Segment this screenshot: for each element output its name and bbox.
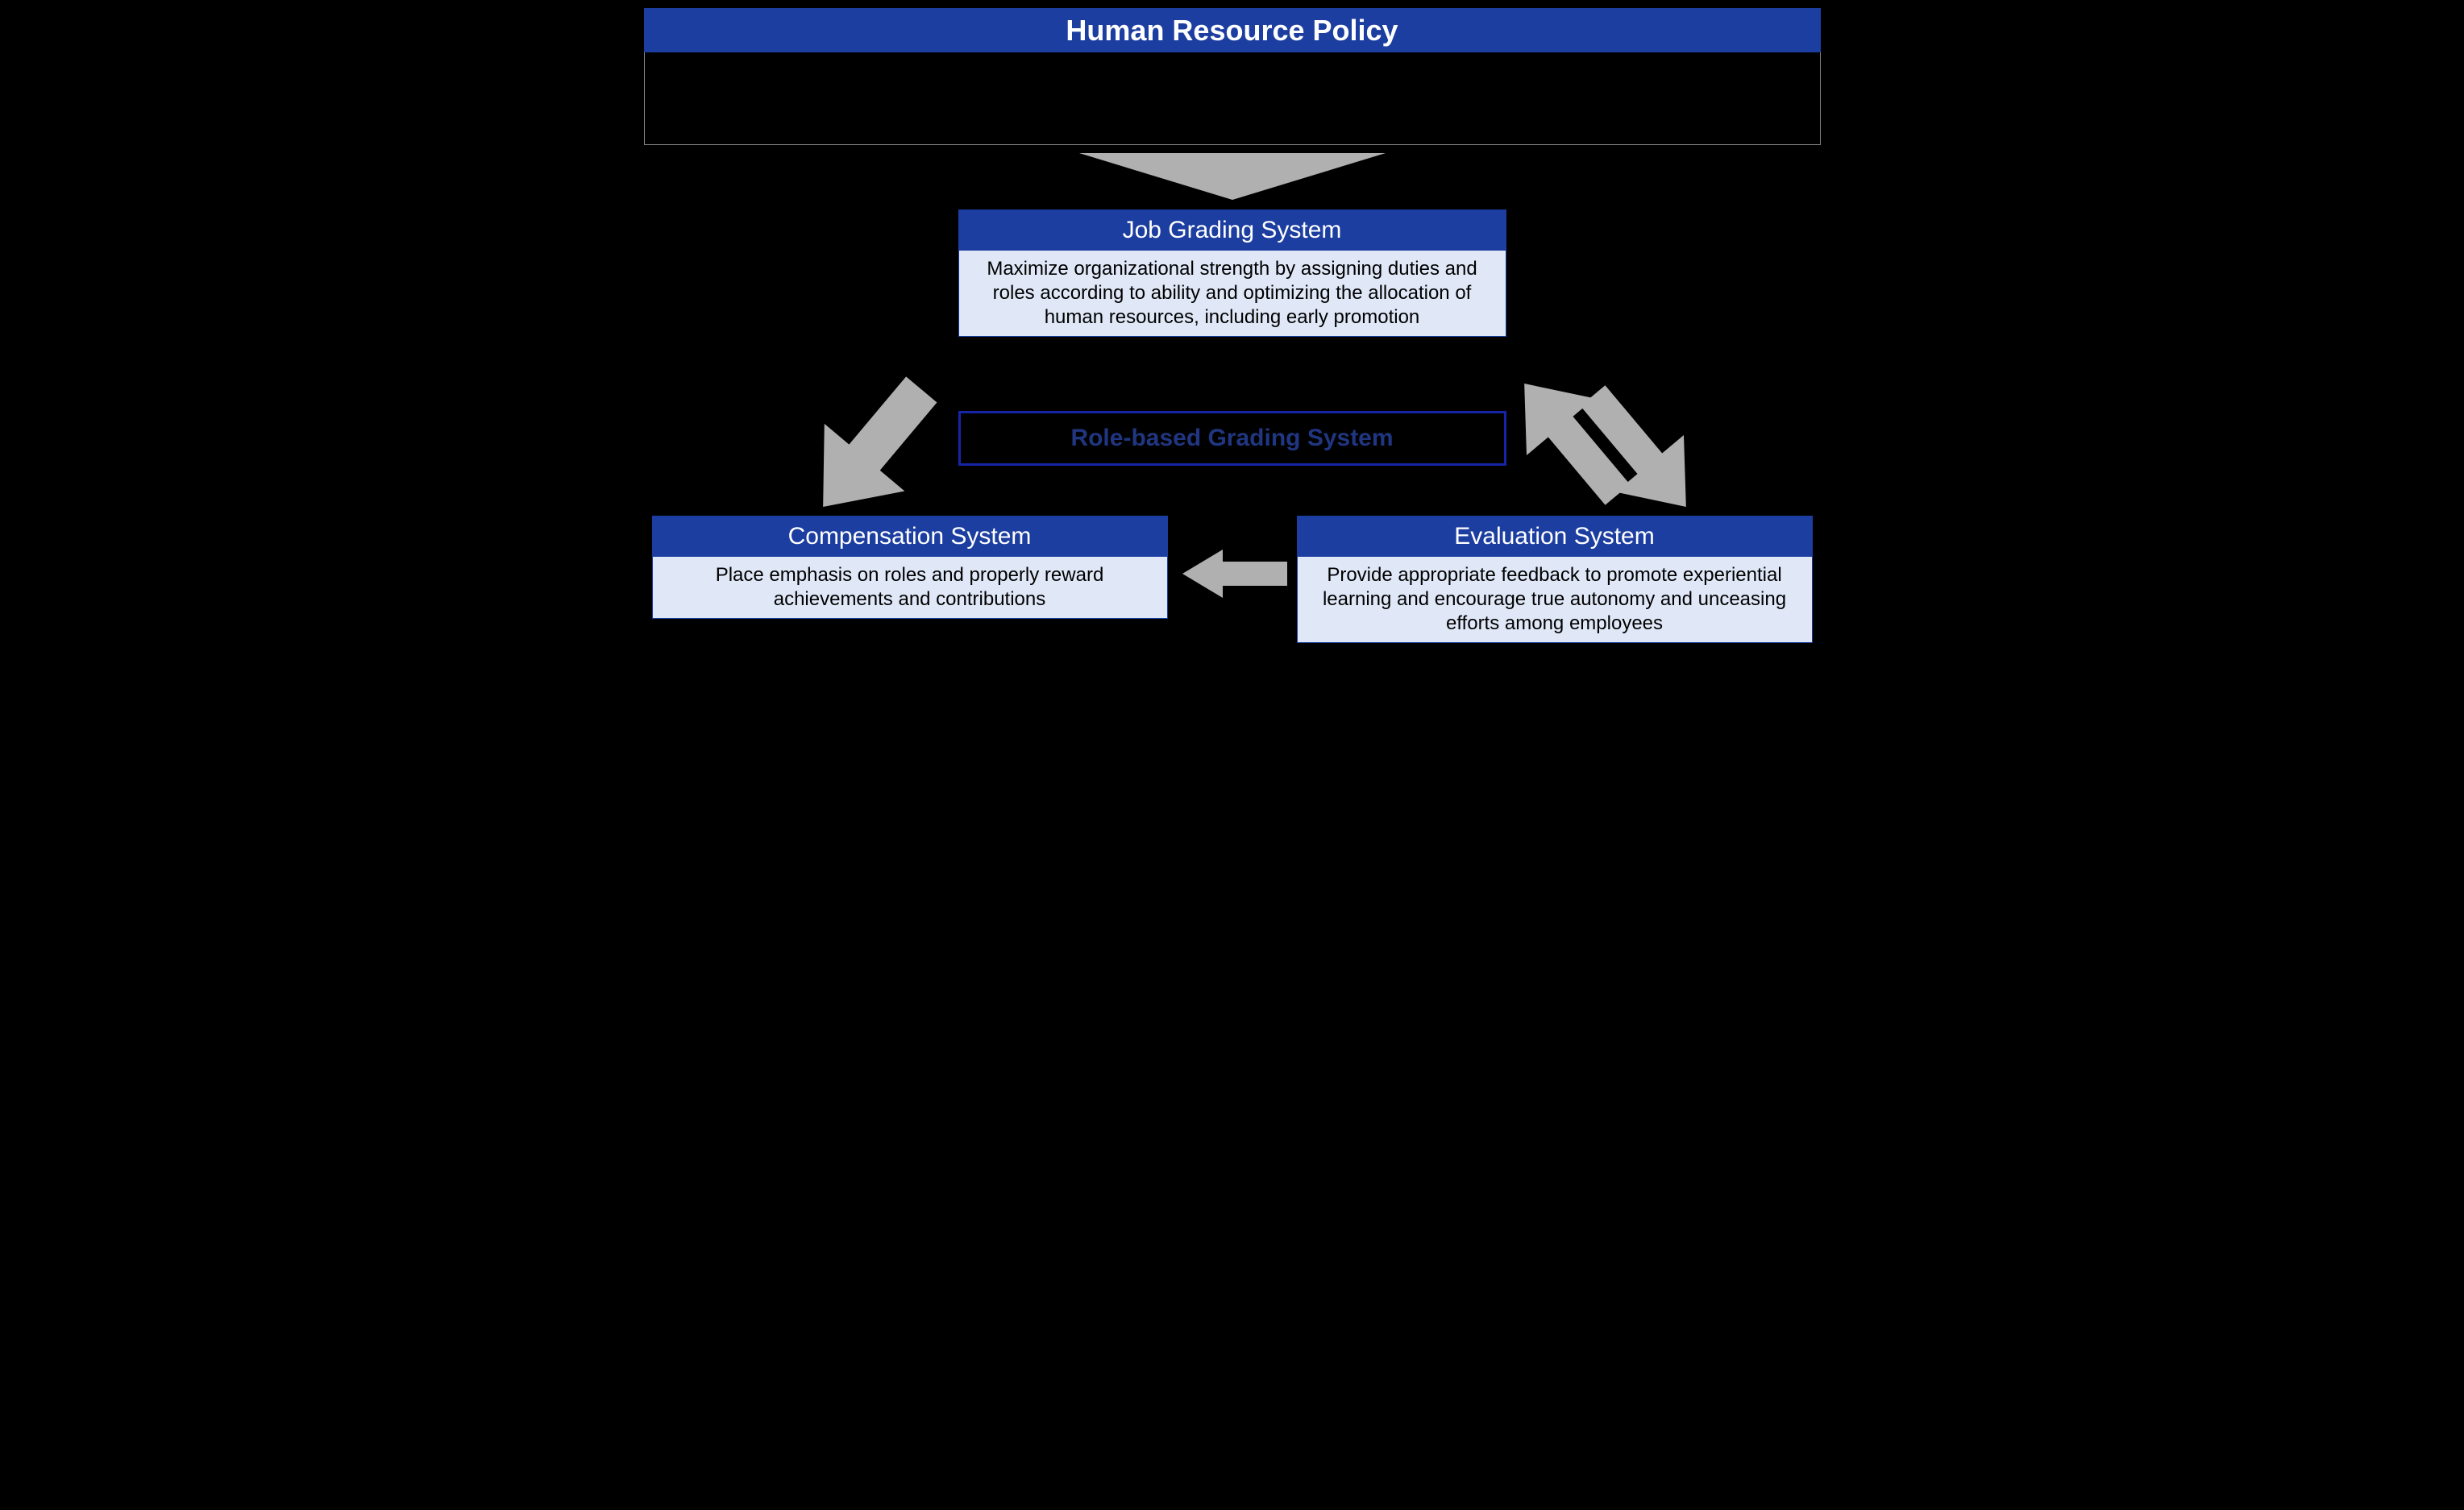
- card-job-grading-body: Maximize organizational strength by assi…: [959, 251, 1506, 336]
- card-compensation: Compensation System Place emphasis on ro…: [652, 516, 1168, 619]
- banner-body-placeholder: [644, 52, 1821, 145]
- arrow-eval-to-comp: [1182, 550, 1287, 598]
- banner-title: Human Resource Policy: [644, 8, 1821, 52]
- card-job-grading: Job Grading System Maximize organization…: [958, 209, 1506, 337]
- card-evaluation-title: Evaluation System: [1298, 516, 1812, 557]
- card-evaluation-body: Provide appropriate feedback to promote …: [1298, 557, 1812, 642]
- diagram-canvas: Human Resource Policy Job Grading System…: [628, 0, 1837, 741]
- arrow-job-to-comp: [773, 371, 966, 532]
- card-job-grading-title: Job Grading System: [959, 210, 1506, 251]
- card-evaluation: Evaluation System Provide appropriate fe…: [1297, 516, 1813, 643]
- center-label-role-based: Role-based Grading System: [958, 411, 1506, 466]
- arrow-banner-to-job: [1079, 153, 1386, 200]
- card-compensation-body: Place emphasis on roles and properly rew…: [653, 557, 1167, 618]
- arrow-job-to-eval: [1559, 371, 1720, 532]
- card-compensation-title: Compensation System: [653, 516, 1167, 557]
